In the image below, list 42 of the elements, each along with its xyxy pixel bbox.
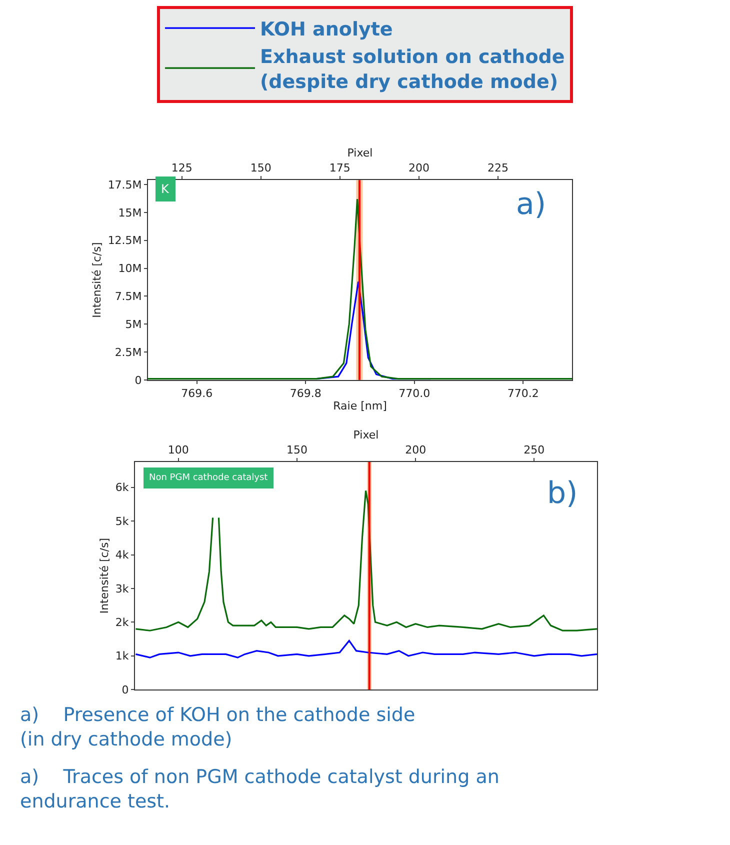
y-tick-label: 6k: [115, 481, 130, 494]
x-axis-title: Raie [nm]: [333, 399, 387, 412]
text: a) Traces of non PGM cathode catalyst during an endurance test.: [20, 766, 500, 813]
y-tick-label: 0: [122, 683, 129, 696]
text: a) Presence of KOH on the cathode side (in dry cathode mode): [20, 704, 416, 751]
y-tick-label: 7.5M: [114, 290, 142, 304]
y-tick-label: 10M: [118, 262, 142, 276]
annotation: K: [161, 182, 170, 196]
x-tick-label: 769.8: [290, 387, 322, 400]
x2-tick-label: 225: [488, 162, 509, 175]
y-tick-label: 5k: [115, 514, 130, 528]
y-tick-label: 12.5M: [108, 234, 142, 248]
line-series: [135, 640, 597, 658]
y-tick-label: 1k: [115, 650, 130, 663]
y-tick-label: 0: [134, 374, 142, 387]
y-tick-label: 3k: [115, 582, 130, 596]
x-tick-label: 769.6: [181, 387, 213, 400]
x-tick-label: 200: [405, 444, 426, 457]
annotation: a): [516, 187, 546, 222]
annotation: Non PGM cathode catalyst: [149, 473, 268, 483]
y-axis-title: Intensité [c/s]: [90, 242, 104, 318]
y-axis-title: Intensité [c/s]: [98, 538, 112, 614]
x-axis-title: Pixel: [353, 428, 379, 442]
legend-label: Exhaust solution on cathode (despite dry cathode mode): [260, 46, 565, 93]
x2-axis-title: Pixel: [347, 146, 373, 160]
x-tick-label: 770.0: [398, 387, 430, 400]
x2-tick-label: 175: [329, 162, 350, 175]
x2-tick-label: 200: [408, 162, 430, 175]
legend-label: KOH anolyte: [260, 18, 393, 40]
x-tick-label: 770.2: [507, 387, 539, 400]
x-tick-label: 250: [524, 444, 545, 457]
y-tick-label: 2k: [115, 616, 130, 630]
x2-tick-label: 150: [250, 162, 272, 175]
annotation: b): [547, 476, 578, 511]
x2-tick-label: 125: [171, 162, 192, 175]
y-tick-label: 5M: [125, 318, 142, 331]
y-tick-label: 15M: [118, 206, 142, 220]
y-tick-label: 17.5M: [108, 178, 142, 192]
y-tick-label: 2.5M: [114, 346, 142, 359]
y-tick-label: 4k: [115, 548, 130, 562]
x-tick-label: 100: [168, 444, 189, 457]
x-tick-label: 150: [286, 444, 308, 457]
